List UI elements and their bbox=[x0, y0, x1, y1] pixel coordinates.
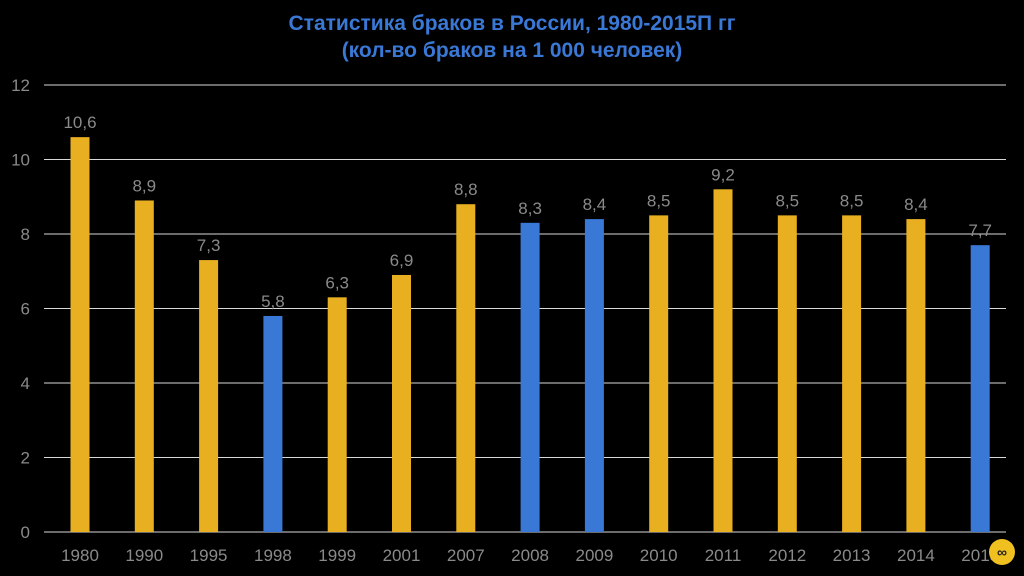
chart-title: Статистика браков в России, 1980-2015П г… bbox=[288, 12, 736, 35]
bar bbox=[649, 215, 669, 532]
data-label: 8,4 bbox=[904, 195, 928, 214]
bar bbox=[520, 222, 540, 532]
data-label: 8,5 bbox=[647, 191, 671, 210]
bar bbox=[970, 245, 990, 533]
data-label: 7,7 bbox=[968, 221, 992, 240]
data-label: 6,3 bbox=[325, 273, 349, 292]
bar bbox=[134, 200, 154, 532]
bar bbox=[906, 219, 926, 532]
x-tick-label: 2009 bbox=[575, 546, 613, 565]
data-label: 8,3 bbox=[518, 199, 542, 218]
bar bbox=[392, 274, 411, 532]
data-label: 8,9 bbox=[132, 176, 156, 195]
data-label: 6,9 bbox=[390, 251, 414, 270]
x-tick-label: 2001 bbox=[383, 546, 421, 565]
data-label: 7,3 bbox=[197, 236, 221, 255]
data-label: 5,8 bbox=[261, 292, 285, 311]
x-tick-label: 2013 bbox=[833, 546, 871, 565]
x-tick-label: 2010 bbox=[640, 546, 678, 565]
bar bbox=[199, 260, 219, 532]
data-label: 8,5 bbox=[775, 191, 799, 210]
y-tick-label: 6 bbox=[21, 300, 30, 319]
x-tick-label: 2014 bbox=[897, 546, 935, 565]
x-tick-label: 1999 bbox=[318, 546, 356, 565]
chart-subtitle: (кол-во браков на 1 000 человек) bbox=[341, 39, 683, 62]
y-tick-label: 10 bbox=[11, 151, 30, 170]
y-tick-label: 12 bbox=[11, 76, 30, 95]
x-tick-label: 2008 bbox=[511, 546, 549, 565]
bar bbox=[263, 315, 283, 532]
data-label: 9,2 bbox=[711, 165, 735, 184]
data-label: 10,6 bbox=[63, 113, 96, 132]
data-label: 8,5 bbox=[840, 191, 864, 210]
bar bbox=[842, 215, 862, 532]
data-label: 8,8 bbox=[454, 180, 478, 199]
bar bbox=[584, 219, 604, 532]
y-tick-label: 2 bbox=[21, 449, 30, 468]
x-tick-label: 1995 bbox=[190, 546, 228, 565]
y-tick-label: 8 bbox=[21, 225, 30, 244]
bar bbox=[777, 215, 797, 532]
infinity-logo-icon: ∞ bbox=[989, 539, 1015, 565]
bar bbox=[456, 204, 476, 532]
bar bbox=[70, 137, 90, 532]
data-label: 8,4 bbox=[583, 195, 607, 214]
x-tick-label: 2011 bbox=[705, 546, 742, 565]
x-tick-label: 1980 bbox=[61, 546, 99, 565]
x-tick-label: 1998 bbox=[254, 546, 292, 565]
y-tick-label: 4 bbox=[21, 374, 30, 393]
x-tick-label: 1990 bbox=[125, 546, 163, 565]
y-tick-label: 0 bbox=[21, 523, 30, 542]
x-tick-label: 2007 bbox=[447, 546, 485, 565]
x-tick-label: 2012 bbox=[768, 546, 806, 565]
bar bbox=[713, 189, 733, 533]
bar bbox=[327, 297, 347, 532]
chart-title-block: Статистика браков в России, 1980-2015П г… bbox=[0, 10, 1024, 64]
